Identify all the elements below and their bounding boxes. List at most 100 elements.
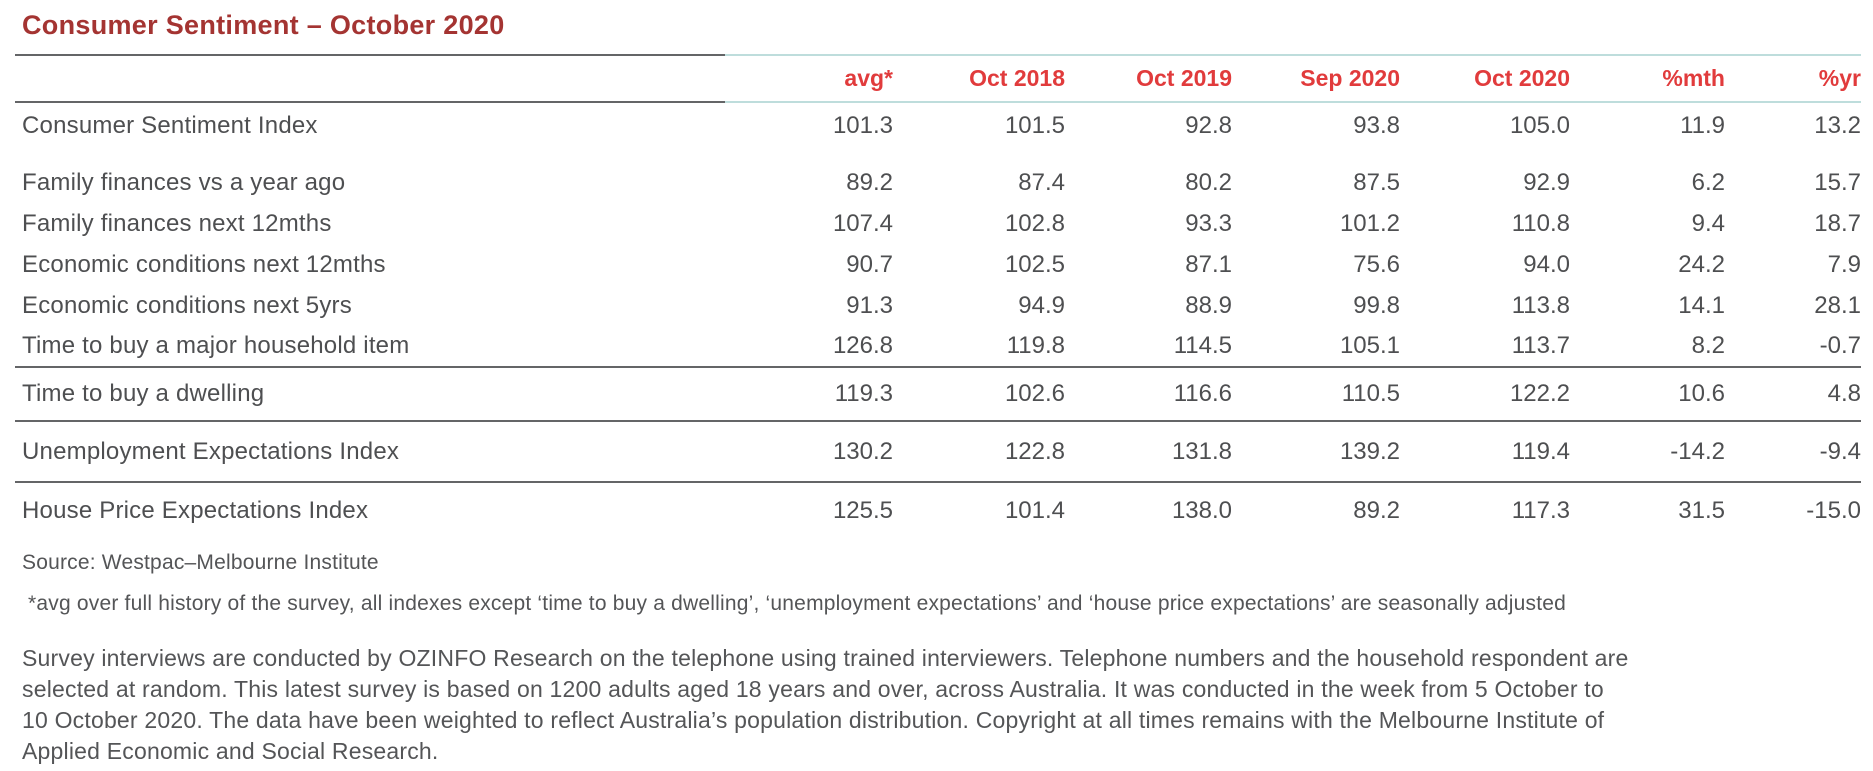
row-value: 119.3 bbox=[725, 366, 893, 421]
row-value: 101.2 bbox=[1339, 209, 1400, 237]
row-value: 8.2 bbox=[1691, 332, 1725, 359]
row-value: 119.8 bbox=[1006, 332, 1065, 359]
column-header-pct-mth: %mth bbox=[1570, 54, 1725, 103]
row-value: 94.0 bbox=[1523, 250, 1570, 278]
column-header-avg: avg* bbox=[725, 54, 893, 103]
row-value: 99.8 bbox=[1353, 291, 1400, 319]
row-value: 139.2 bbox=[1232, 420, 1400, 482]
row-value: 92.8 bbox=[1185, 111, 1232, 139]
row-value: 114.5 bbox=[1173, 332, 1232, 359]
row-value: 88.9 bbox=[1185, 291, 1232, 319]
row-value: 94.9 bbox=[1018, 291, 1065, 319]
row-value: 18.7 bbox=[1814, 209, 1861, 237]
row-value: 130.2 bbox=[725, 420, 893, 482]
row-value: 117.3 bbox=[1400, 481, 1570, 538]
table-body: Consumer Sentiment Index 101.3 101.5 92.8 93… bbox=[15, 102, 1861, 538]
table-row: Family finances vs a year ago 89.2 87.4 80.… bbox=[15, 162, 1861, 203]
row-value: 122.8 bbox=[893, 420, 1065, 482]
column-header-sep-2020: Sep 2020 bbox=[1232, 54, 1400, 103]
row-value: 125.5 bbox=[725, 481, 893, 538]
row-value: 87.1 bbox=[1185, 250, 1232, 278]
row-value: 24.2 bbox=[1678, 250, 1725, 278]
paragraph-line: Applied Economic and Social Research. bbox=[22, 738, 439, 764]
row-value: 105.0 bbox=[1509, 111, 1570, 139]
table-row: Economic conditions next 5yrs 91.3 94.9 88.… bbox=[15, 285, 1861, 326]
paragraph-line: selected at random. This latest survey i… bbox=[22, 676, 1604, 702]
table-header-row: avg* Oct 2018 Oct 2019 Sep 2020 Oct 2020… bbox=[15, 54, 1861, 103]
avg-footnote: *avg over full history of the survey, al… bbox=[28, 592, 1567, 615]
row-value: 11.9 bbox=[1680, 111, 1725, 139]
row-value: 105.1 bbox=[1339, 332, 1400, 359]
row-value: 102.8 bbox=[1004, 209, 1065, 237]
row-value: 31.5 bbox=[1570, 481, 1725, 538]
row-value: 87.4 bbox=[1018, 168, 1065, 196]
row-value: -9.4 bbox=[1725, 420, 1861, 482]
row-value: 107.4 bbox=[832, 209, 893, 237]
column-header-oct-2019: Oct 2019 bbox=[1065, 54, 1232, 103]
column-header-pct-yr: %yr bbox=[1725, 54, 1861, 103]
row-value: 110.8 bbox=[1511, 209, 1570, 237]
survey-method-paragraph: Survey interviews are conducted by OZINF… bbox=[22, 643, 1861, 767]
row-value: 75.6 bbox=[1353, 250, 1400, 278]
source-note: Source: Westpac–Melbourne Institute bbox=[22, 551, 379, 574]
row-value: 91.3 bbox=[846, 291, 893, 319]
paragraph-line: Survey interviews are conducted by OZINF… bbox=[22, 645, 1629, 671]
row-value: 89.2 bbox=[846, 168, 893, 196]
row-value: 101.3 bbox=[832, 111, 893, 139]
column-header-oct-2018: Oct 2018 bbox=[893, 54, 1065, 103]
row-value: 116.6 bbox=[1065, 366, 1232, 421]
row-label: Family finances vs a year ago bbox=[22, 168, 346, 196]
row-value: 93.3 bbox=[1185, 209, 1232, 237]
table-row: Unemployment Expectations Index 130.2 122.… bbox=[15, 420, 1861, 482]
row-value: 102.6 bbox=[893, 366, 1065, 421]
row-value: 138.0 bbox=[1065, 481, 1232, 538]
row-value: 131.8 bbox=[1065, 420, 1232, 482]
column-header-oct-2020: Oct 2020 bbox=[1400, 54, 1570, 103]
row-value: 113.8 bbox=[1511, 291, 1570, 319]
row-label: Economic conditions next 5yrs bbox=[22, 291, 352, 319]
row-value: 9.4 bbox=[1691, 209, 1725, 237]
row-value: -14.2 bbox=[1570, 420, 1725, 482]
row-value: 93.8 bbox=[1353, 111, 1400, 139]
row-value: 101.5 bbox=[1004, 111, 1065, 139]
table-row: House Price Expectations Index 125.5 101.4… bbox=[15, 481, 1861, 538]
row-value: 92.9 bbox=[1523, 168, 1570, 196]
table-row: Consumer Sentiment Index 101.3 101.5 92.8 93… bbox=[15, 102, 1861, 162]
row-value: 102.5 bbox=[1004, 250, 1065, 278]
page-title: Consumer Sentiment – October 2020 bbox=[22, 10, 505, 40]
row-value: 90.7 bbox=[846, 250, 893, 278]
row-value: 101.4 bbox=[893, 481, 1065, 538]
row-label: Time to buy a major household item bbox=[22, 332, 410, 359]
row-label: House Price Expectations Index bbox=[15, 481, 725, 538]
row-value: 14.1 bbox=[1678, 291, 1725, 319]
row-value: 126.8 bbox=[832, 332, 893, 359]
row-value: 15.7 bbox=[1814, 168, 1861, 196]
row-value: 6.2 bbox=[1691, 168, 1725, 196]
row-value: 4.8 bbox=[1725, 366, 1861, 421]
row-value: 7.9 bbox=[1827, 250, 1861, 278]
row-value: 119.4 bbox=[1400, 420, 1570, 482]
row-value: 10.6 bbox=[1570, 366, 1725, 421]
row-value: 87.5 bbox=[1353, 168, 1400, 196]
row-value: 89.2 bbox=[1232, 481, 1400, 538]
row-value: 122.2 bbox=[1400, 366, 1570, 421]
row-label: Time to buy a dwelling bbox=[15, 366, 725, 421]
table-row: Family finances next 12mths 107.4 102.8 93.… bbox=[15, 203, 1861, 244]
header-label-spacer bbox=[15, 54, 725, 103]
row-value: 113.7 bbox=[1511, 332, 1570, 359]
table-row: Time to buy a major household item 126.8 1… bbox=[15, 326, 1861, 367]
row-value: 110.5 bbox=[1232, 366, 1400, 421]
row-label: Consumer Sentiment Index bbox=[22, 111, 318, 139]
row-value: 80.2 bbox=[1185, 168, 1232, 196]
row-label: Unemployment Expectations Index bbox=[15, 420, 725, 482]
row-value: -15.0 bbox=[1725, 481, 1861, 538]
row-value: 28.1 bbox=[1814, 291, 1861, 319]
row-value: 13.2 bbox=[1814, 111, 1861, 139]
row-label: Family finances next 12mths bbox=[22, 209, 332, 237]
row-label: Economic conditions next 12mths bbox=[22, 250, 386, 278]
sentiment-table: avg* Oct 2018 Oct 2019 Sep 2020 Oct 2020… bbox=[15, 54, 1861, 538]
table-row: Time to buy a dwelling 119.3 102.6 116.6 110… bbox=[15, 366, 1861, 421]
row-value: -0.7 bbox=[1819, 332, 1861, 359]
table-row: Economic conditions next 12mths 90.7 102.5… bbox=[15, 244, 1861, 285]
